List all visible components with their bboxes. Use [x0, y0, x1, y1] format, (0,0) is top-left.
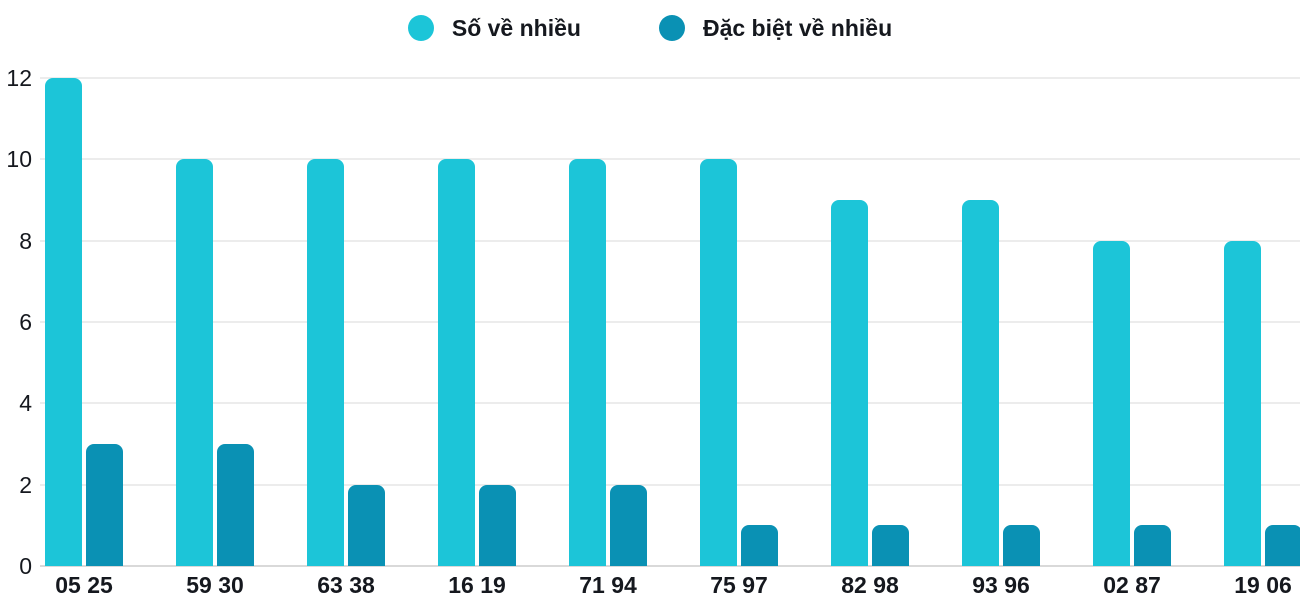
- bar-group: [962, 200, 1040, 566]
- gridline: [40, 239, 1300, 242]
- gridline: [40, 158, 1300, 161]
- x-axis-label: 93 96: [972, 572, 1030, 598]
- x-axis-label: 05 25: [55, 572, 113, 598]
- bar-primary[interactable]: [45, 78, 82, 566]
- gridline: [40, 402, 1300, 405]
- legend-item-1[interactable]: Số về nhiều: [407, 14, 581, 42]
- bar-secondary[interactable]: [348, 485, 385, 566]
- legend-label: Đặc biệt về nhiều: [702, 15, 893, 41]
- legend-swatch-icon: [658, 15, 685, 41]
- y-axis-label: 4: [19, 390, 32, 417]
- y-axis-label: 2: [19, 471, 32, 498]
- y-axis-label: 0: [19, 553, 32, 579]
- x-axis-label: 59 30: [186, 572, 244, 598]
- bar-primary[interactable]: [1224, 241, 1261, 566]
- y-axis-label: 6: [19, 309, 32, 335]
- x-axis-label: 71 94: [579, 572, 637, 598]
- y-axis-label: 10: [6, 146, 32, 173]
- bar-group: [700, 159, 778, 566]
- bar-primary[interactable]: [438, 159, 475, 566]
- bar-secondary[interactable]: [1003, 525, 1040, 566]
- bar-secondary[interactable]: [479, 485, 516, 566]
- bar-primary[interactable]: [176, 159, 213, 566]
- bar-group: [1224, 241, 1300, 566]
- gridline: [40, 321, 1300, 323]
- bar-group: [831, 200, 909, 566]
- bar-secondary[interactable]: [1134, 525, 1171, 566]
- bar-secondary[interactable]: [741, 525, 778, 566]
- legend-item-2[interactable]: Đặc biệt về nhiều: [658, 14, 893, 42]
- bar-secondary[interactable]: [1265, 525, 1300, 566]
- bar-group: [569, 159, 647, 566]
- bar-secondary[interactable]: [610, 485, 647, 566]
- gridline: [40, 77, 1300, 79]
- x-axis-label: 19 06: [1234, 572, 1292, 598]
- legend-label: Số về nhiều: [451, 15, 581, 41]
- legend-swatch-icon: [407, 15, 434, 41]
- x-axis-label: 75 97: [710, 572, 768, 598]
- bar-secondary[interactable]: [217, 444, 254, 566]
- x-axis-label: 16 19: [448, 572, 506, 598]
- bar-primary[interactable]: [569, 159, 606, 566]
- bar-primary[interactable]: [831, 200, 868, 566]
- bar-group: [1093, 241, 1171, 566]
- x-axis-label: 82 98: [841, 572, 899, 598]
- bar-primary[interactable]: [700, 159, 737, 566]
- chart-legend: Số về nhiều Đặc biệt về nhiều: [0, 14, 1300, 42]
- y-axis-label: 8: [19, 227, 32, 254]
- x-axis-baseline: [40, 565, 1300, 567]
- bar-secondary[interactable]: [872, 525, 909, 566]
- bar-primary[interactable]: [1093, 241, 1130, 566]
- bar-primary[interactable]: [307, 159, 344, 566]
- bar-group: [45, 78, 123, 566]
- gridline: [40, 483, 1300, 486]
- bar-group: [307, 159, 385, 566]
- bar-group: [438, 159, 516, 566]
- bar-primary[interactable]: [962, 200, 999, 566]
- bar-secondary[interactable]: [86, 444, 123, 566]
- x-axis-label: 63 38: [317, 572, 375, 598]
- bar-group: [176, 159, 254, 566]
- y-axis-label: 12: [6, 65, 32, 91]
- x-axis-label: 02 87: [1103, 572, 1161, 598]
